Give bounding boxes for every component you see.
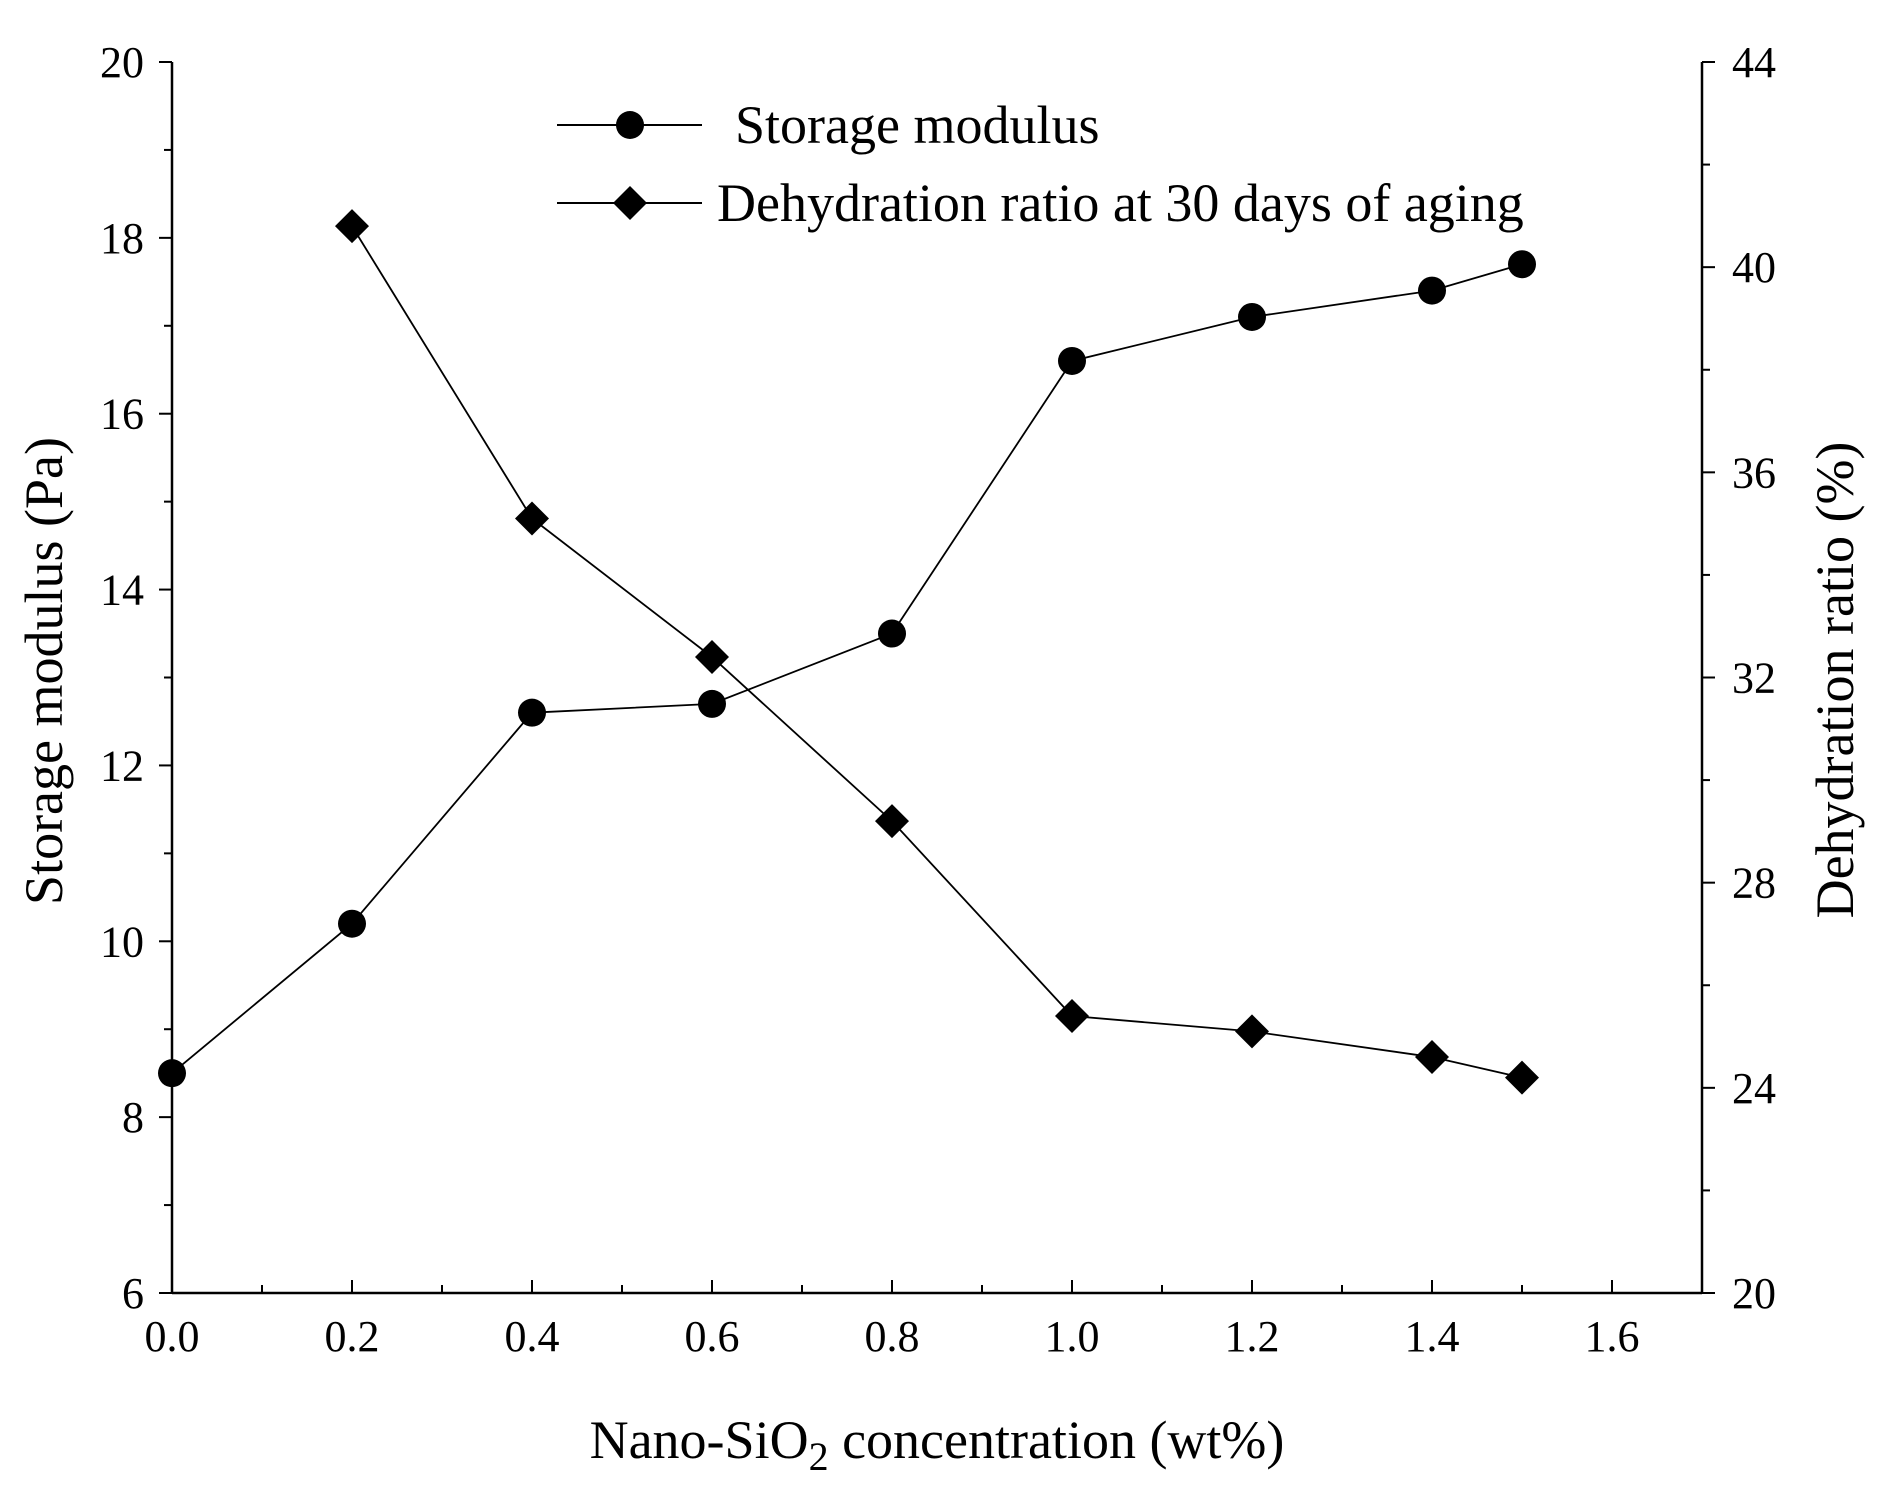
x-tick-label: 0.2: [325, 1312, 380, 1361]
x-axis-title-suffix: concentration (wt%): [829, 1410, 1285, 1470]
legend-marker-storage-modulus: [616, 111, 644, 139]
y-axis-title-right: Dehydration ratio (%): [1805, 442, 1865, 919]
y-right-tick-label: 20: [1732, 1269, 1776, 1318]
x-tick-label: 1.0: [1045, 1312, 1100, 1361]
x-tick-label: 1.6: [1585, 1312, 1640, 1361]
legend-label-dehydration-ratio: Dehydration ratio at 30 days of aging: [717, 173, 1524, 233]
x-axis-title: Nano-SiO2 concentration (wt%): [590, 1410, 1285, 1479]
point-storage-modulus: [698, 689, 726, 718]
y-axis-title-left: Storage modulus (Pa): [14, 437, 74, 905]
point-storage-modulus: [1418, 276, 1446, 305]
point-storage-modulus: [158, 1059, 186, 1088]
x-tick-label: 0.6: [685, 1312, 740, 1361]
y-right-tick-label: 32: [1732, 654, 1776, 703]
y-right-tick-label: 36: [1732, 448, 1776, 497]
series-line-storage-modulus: [171, 263, 1523, 1074]
legend-label-storage-modulus: Storage modulus: [735, 95, 1099, 155]
y-left-tick-label: 6: [122, 1269, 144, 1318]
legend-marker-dehydration-ratio: [613, 186, 647, 220]
y-right-tick-label: 24: [1732, 1064, 1776, 1113]
point-dehydration-ratio: [1415, 1040, 1449, 1075]
axes: [170, 62, 1704, 1295]
x-tick-label: 0.8: [865, 1312, 920, 1361]
ticks: [159, 61, 1715, 1294]
x-axis-title-subscript: 2: [809, 1434, 829, 1479]
x-tick-label: 0.0: [145, 1312, 200, 1361]
point-dehydration-ratio: [1055, 999, 1089, 1034]
point-storage-modulus: [338, 909, 366, 938]
y-left-tick-label: 20: [100, 38, 144, 87]
y-left-tick-label: 14: [100, 566, 144, 615]
x-tick-label: 1.2: [1225, 1312, 1280, 1361]
legend: Storage modulus Dehydration ratio at 30 …: [557, 95, 1524, 233]
y-left-tick-label: 8: [122, 1093, 144, 1142]
y-right-tick-label: 28: [1732, 859, 1776, 908]
point-dehydration-ratio: [335, 209, 369, 244]
y-right-tick-label: 44: [1732, 38, 1776, 87]
point-dehydration-ratio: [1505, 1060, 1539, 1095]
point-dehydration-ratio: [1235, 1014, 1269, 1049]
point-dehydration-ratio: [695, 639, 729, 674]
series: [158, 209, 1539, 1095]
y-right-tick-label: 40: [1732, 243, 1776, 292]
point-storage-modulus: [1508, 250, 1536, 279]
point-storage-modulus: [518, 698, 546, 727]
point-storage-modulus: [1238, 302, 1266, 331]
point-dehydration-ratio: [875, 804, 909, 839]
y-left-tick-label: 18: [100, 214, 144, 263]
tick-labels: 0.0 0.2 0.4 0.6 0.8 1.0 1.2 1.4 1.6 6 8 10 12 14 16 18 2…: [100, 38, 1776, 1361]
x-axis-title-prefix: Nano-SiO: [590, 1410, 809, 1470]
y-left-tick-label: 16: [100, 390, 144, 439]
point-storage-modulus: [878, 619, 906, 648]
point-dehydration-ratio: [515, 501, 549, 536]
y-left-tick-label: 12: [100, 741, 144, 790]
point-storage-modulus: [1058, 346, 1086, 375]
x-tick-label: 0.4: [505, 1312, 560, 1361]
y-left-tick-label: 10: [100, 917, 144, 966]
series-line-dehydration-ratio: [351, 225, 1523, 1079]
x-tick-label: 1.4: [1405, 1312, 1460, 1361]
